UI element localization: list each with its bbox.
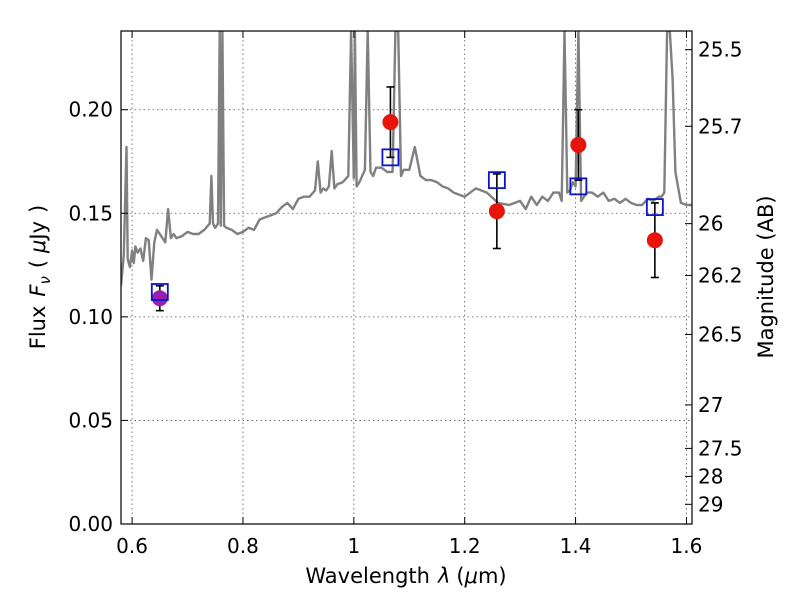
axis-ticks: 0.6 0.8 1 1.2 1.4 1.6 0.00 0.05 0.10 0.15 0.20 25.5… — [68, 31, 743, 558]
y-tick-label: 0.15 — [68, 201, 113, 225]
y2-axis-label: Magnitude (AB) — [754, 195, 778, 358]
y2-tick-label: 28 — [698, 464, 723, 488]
observed-flux-point — [382, 114, 399, 131]
model-flux-square — [150, 283, 169, 301]
x-axis-label-word: Wavelength — [305, 564, 430, 588]
x-tick-label: 1 — [347, 534, 360, 558]
x-tick-label: 0.8 — [227, 534, 259, 558]
spectrum-layer — [121, 31, 692, 286]
x-tick-label: 1.2 — [449, 534, 481, 558]
model-spectrum-line — [121, 31, 692, 286]
x-axis-label-mu: μ — [464, 564, 478, 588]
y-axis-label-open: ( — [26, 260, 50, 268]
x-tick-label: 1.6 — [671, 534, 703, 558]
y-axis-label-mu: μ — [26, 240, 50, 254]
y-tick-label: 0.10 — [68, 305, 113, 329]
observed-flux-point — [646, 232, 663, 249]
y-tick-label: 0.05 — [68, 408, 113, 432]
x-tick-label: 1.4 — [560, 534, 592, 558]
x-axis-label-symbol: λ — [437, 564, 450, 588]
y2-tick-label: 27 — [698, 393, 723, 417]
x-tick-label: 0.6 — [116, 534, 148, 558]
model-flux-square — [645, 198, 664, 216]
y-axis-label-word: Flux — [26, 306, 50, 350]
x-axis-label: Wavelength λ (μm) — [305, 564, 506, 588]
plot-frame — [120, 30, 693, 525]
y2-tick-label: 26.5 — [698, 322, 743, 346]
y-tick-label: 0.00 — [68, 512, 113, 536]
y-axis-label-unit: Jy — [26, 221, 50, 242]
y-axis-label-symbol: F — [26, 284, 50, 297]
grid-lines — [121, 31, 692, 525]
y-axis-label: Flux Fν ( μJy) — [26, 205, 54, 350]
y2-tick-label: 26.2 — [698, 263, 743, 287]
observed-flux-point — [488, 203, 505, 220]
x-axis-label-open: ( — [456, 564, 464, 588]
model-flux-square — [487, 171, 506, 190]
y2-tick-label: 25.7 — [698, 114, 743, 138]
y2-tick-label: 26 — [698, 212, 723, 236]
y2-tick-label: 29 — [698, 492, 723, 516]
x-axis-label-unit: m) — [478, 564, 507, 588]
photometry-points — [150, 86, 664, 312]
y2-tick-label: 27.5 — [698, 436, 743, 460]
y-tick-label: 0.20 — [68, 98, 113, 122]
observed-flux-point — [570, 136, 587, 153]
y-axis-label-sub: ν — [36, 276, 54, 284]
y-axis-label-close: ) — [26, 205, 50, 213]
model-flux-square — [381, 148, 400, 167]
observed-flux-point — [151, 290, 168, 307]
y2-tick-label: 25.5 — [698, 38, 743, 62]
model-flux-square — [569, 177, 588, 196]
